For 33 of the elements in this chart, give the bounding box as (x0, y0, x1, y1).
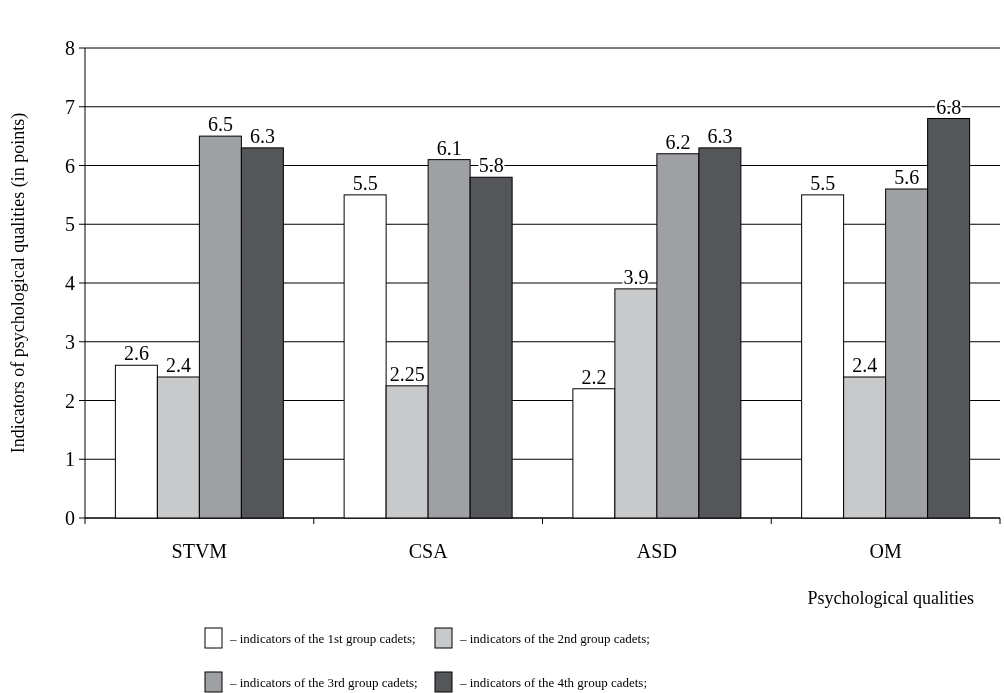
x-axis-title: Psychological qualities (807, 588, 974, 608)
legend-label: – indicators of the 2nd group cadets; (459, 631, 650, 646)
data-label: 2.4 (852, 354, 878, 376)
data-label: 2.25 (389, 362, 425, 385)
data-label: 6.2 (665, 130, 691, 153)
x-tick-label: OM (869, 540, 902, 562)
data-label: 5.5 (810, 171, 836, 194)
y-tick-label: 4 (65, 272, 75, 294)
data-label: 2.6 (123, 342, 149, 365)
data-label: 5.6 (894, 166, 920, 188)
data-label: 2.2 (581, 365, 607, 388)
data-label: 6.1 (436, 136, 462, 159)
y-tick-label: 0 (65, 507, 75, 529)
x-tick-label: STVM (171, 540, 228, 562)
y-tick-label: 5 (65, 213, 75, 236)
y-tick-label: 1 (65, 448, 75, 471)
y-tick-label: 7 (65, 95, 75, 118)
y-tick-label: 6 (65, 154, 75, 177)
y-tick-label: 3 (65, 330, 75, 353)
data-label: 5.5 (352, 171, 378, 194)
x-tick-label: CSA (408, 540, 449, 562)
data-label: 6.3 (707, 124, 733, 147)
x-tick-label: ASD (636, 540, 677, 562)
legend-label: – indicators of the 1st group cadets; (229, 631, 416, 646)
data-label: 2.4 (165, 354, 191, 376)
data-label: 3.9 (623, 265, 649, 288)
legend-label: – indicators of the 3rd group cadets; (229, 675, 418, 690)
y-tick-label: 2 (65, 389, 75, 412)
legend-label: – indicators of the 4th group cadets; (459, 675, 648, 690)
y-axis-title: Indicators of psychological qualities (in points) (8, 112, 29, 454)
data-label: 6.3 (249, 124, 275, 147)
data-label: 6.5 (207, 113, 233, 136)
y-tick-label: 8 (65, 37, 75, 59)
